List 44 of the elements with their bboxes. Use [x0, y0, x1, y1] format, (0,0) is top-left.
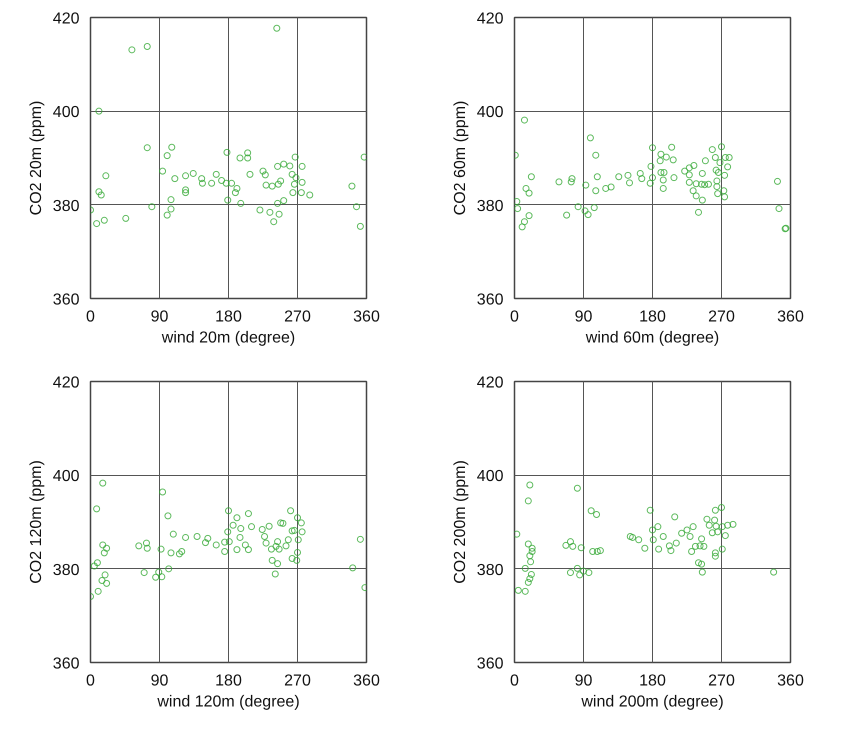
x-tick-label: 180 — [639, 308, 666, 326]
x-axis-title: wind 120m (degree) — [156, 694, 300, 710]
y-tick-label: 420 — [52, 10, 80, 28]
y-tick-label: 380 — [476, 198, 504, 215]
x-axis-title: wind 20m (degree) — [160, 330, 296, 346]
y-axis-title: CO2 120m (ppm) — [28, 460, 45, 584]
x-tick-label: 0 — [510, 308, 520, 326]
x-tick-label: 90 — [150, 672, 168, 690]
x-axis-title: wind 200m (degree) — [580, 694, 724, 710]
x-tick-label: 270 — [284, 672, 311, 690]
x-axis-title: wind 60m (degree) — [584, 330, 720, 346]
x-tick-label: 0 — [86, 308, 96, 326]
y-tick-label: 420 — [476, 10, 504, 28]
y-tick-label: 400 — [52, 104, 80, 122]
x-tick-label: 0 — [86, 672, 96, 690]
y-tick-label: 360 — [52, 292, 80, 308]
x-tick-label: 360 — [353, 308, 380, 326]
y-tick-label: 420 — [52, 374, 80, 392]
y-tick-label: 400 — [476, 104, 504, 122]
x-tick-label: 90 — [574, 308, 592, 326]
y-tick-label: 360 — [52, 656, 80, 672]
y-tick-label: 380 — [476, 562, 504, 579]
x-tick-label: 90 — [574, 672, 592, 690]
y-tick-label: 380 — [52, 198, 80, 215]
x-tick-label: 270 — [708, 672, 735, 690]
x-tick-label: 270 — [708, 308, 735, 326]
y-tick-label: 360 — [476, 656, 504, 672]
y-axis-title: CO2 200m (ppm) — [452, 460, 469, 584]
x-tick-label: 270 — [284, 308, 311, 326]
x-tick-label: 180 — [215, 308, 242, 326]
y-tick-label: 420 — [476, 374, 504, 392]
x-tick-label: 0 — [510, 672, 520, 690]
y-tick-label: 400 — [52, 468, 80, 486]
x-tick-label: 90 — [150, 308, 168, 326]
x-tick-label: 360 — [353, 672, 380, 690]
y-axis-title: CO2 20m (ppm) — [28, 100, 45, 216]
x-tick-label: 360 — [777, 672, 804, 690]
x-tick-label: 180 — [639, 672, 666, 690]
y-axis-title: CO2 60m (ppm) — [452, 100, 469, 216]
y-tick-label: 380 — [52, 562, 80, 579]
y-tick-label: 400 — [476, 468, 504, 486]
x-tick-label: 180 — [215, 672, 242, 690]
y-tick-label: 360 — [476, 292, 504, 308]
x-tick-label: 360 — [777, 308, 804, 326]
